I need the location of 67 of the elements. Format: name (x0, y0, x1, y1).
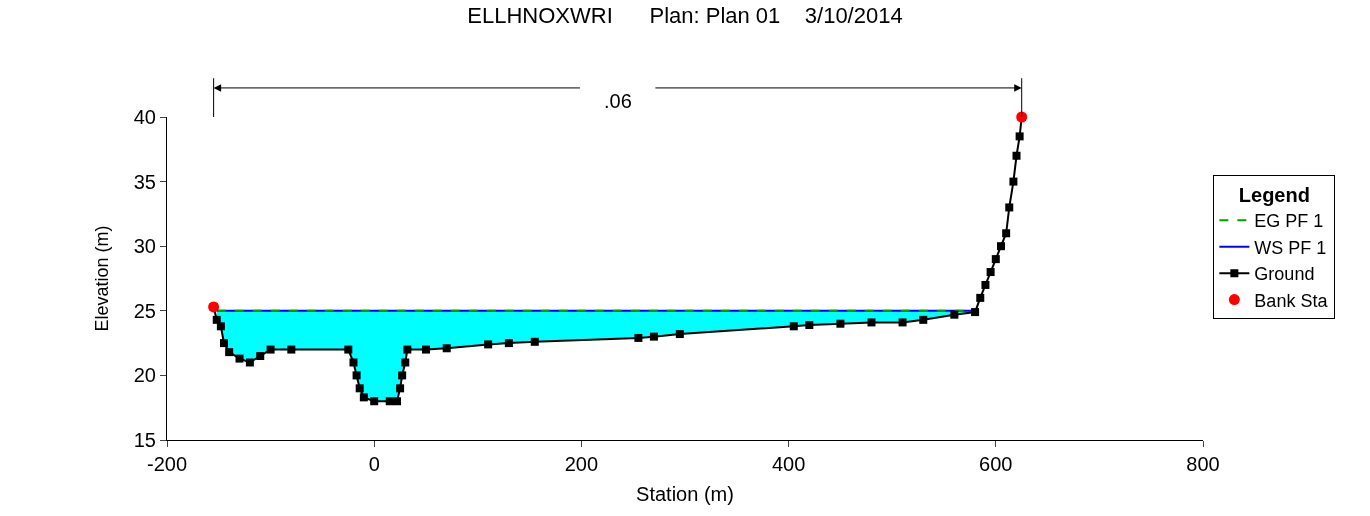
point (344, 345, 353, 354)
point (359, 393, 368, 402)
x-tick-label: 800 (1186, 453, 1220, 475)
point (1012, 151, 1021, 160)
point (805, 321, 814, 330)
x-tick-label: 400 (771, 453, 806, 475)
point (256, 352, 265, 361)
legend-label: Ground (1254, 264, 1315, 285)
point (235, 354, 244, 363)
point (867, 318, 876, 327)
x-tick-label: 200 (564, 453, 599, 475)
text: .06 (604, 90, 632, 112)
y-tick-label: 35 (133, 170, 156, 193)
point (396, 384, 405, 393)
point (266, 345, 275, 354)
y-axis-title: Elevation (m) (91, 225, 112, 332)
point (401, 358, 410, 367)
point (1015, 132, 1024, 141)
point (530, 337, 539, 346)
chart-title: ELLHNOXWRI Plan: Plan 01 3/10/2014 (467, 3, 903, 29)
point (981, 280, 990, 289)
point (649, 332, 658, 341)
point (504, 339, 513, 348)
point (675, 330, 684, 339)
point (403, 345, 412, 354)
point (991, 255, 1000, 264)
point (634, 333, 643, 342)
point (355, 384, 364, 393)
point (216, 322, 225, 331)
y-tick-label: 20 (133, 364, 156, 387)
x-axis-title: Station (m) (636, 482, 734, 505)
legend-label: EG PF 1 (1254, 211, 1324, 232)
point (1002, 229, 1011, 238)
point (1016, 111, 1028, 123)
y-tick-label: 15 (133, 429, 156, 451)
point (1005, 203, 1014, 212)
x-tick-label: -200 (146, 453, 188, 475)
point (898, 318, 907, 327)
point (976, 293, 985, 302)
point (919, 315, 928, 324)
point (996, 242, 1005, 251)
x-tick-label: 0 (368, 453, 380, 475)
point (422, 345, 430, 354)
x-tick-label: 600 (979, 453, 1013, 475)
point (245, 358, 254, 367)
legend-label: WS PF 1 (1254, 237, 1327, 258)
y-tick-label: 40 (133, 106, 156, 128)
point (392, 397, 401, 406)
legend-label: Bank Sta (1254, 290, 1329, 311)
point (352, 371, 361, 380)
point (398, 371, 407, 380)
y-tick-label: 30 (133, 235, 156, 258)
point (986, 268, 995, 277)
y-tick-label: 25 (133, 299, 156, 322)
point (484, 340, 493, 349)
point (971, 308, 980, 317)
point (836, 319, 845, 328)
point (287, 345, 296, 354)
point (225, 348, 234, 357)
point (442, 344, 451, 353)
point (950, 310, 959, 319)
point (370, 397, 379, 406)
point (219, 339, 228, 348)
point (349, 358, 358, 367)
point (1009, 177, 1018, 186)
legend-title: Legend (1238, 184, 1310, 207)
point (789, 322, 798, 331)
